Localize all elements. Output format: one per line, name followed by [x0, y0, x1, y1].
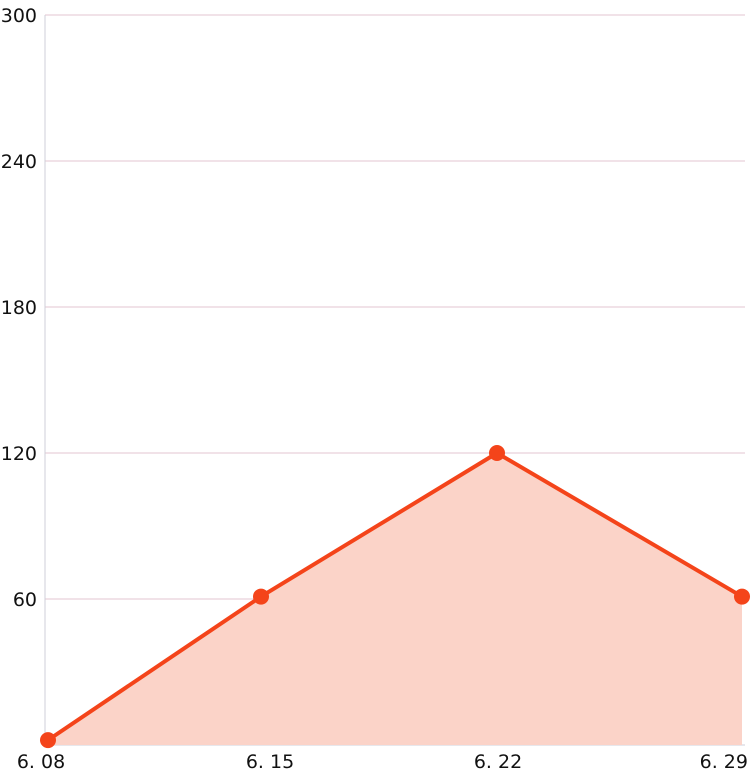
- y-tick-label-60: 60: [13, 589, 37, 611]
- y-tick-label-180: 180: [1, 297, 37, 319]
- data-point-615: [253, 588, 269, 605]
- x-tick-label-629: 6. 29: [700, 751, 748, 773]
- data-point-622: [489, 445, 505, 461]
- data-point-608: [40, 732, 56, 749]
- series-area: [48, 453, 742, 745]
- x-tick-label-608: 6. 08: [17, 751, 65, 773]
- y-tick-label-240: 240: [1, 151, 37, 173]
- series-line: [46, 450, 744, 743]
- x-tick-label-615: 6. 15: [246, 751, 294, 773]
- y-tick-label-120: 120: [1, 443, 37, 465]
- data-point-629: [734, 588, 750, 605]
- y-tick-label-300: 300: [1, 5, 37, 27]
- x-tick-label-622: 6. 22: [474, 751, 522, 773]
